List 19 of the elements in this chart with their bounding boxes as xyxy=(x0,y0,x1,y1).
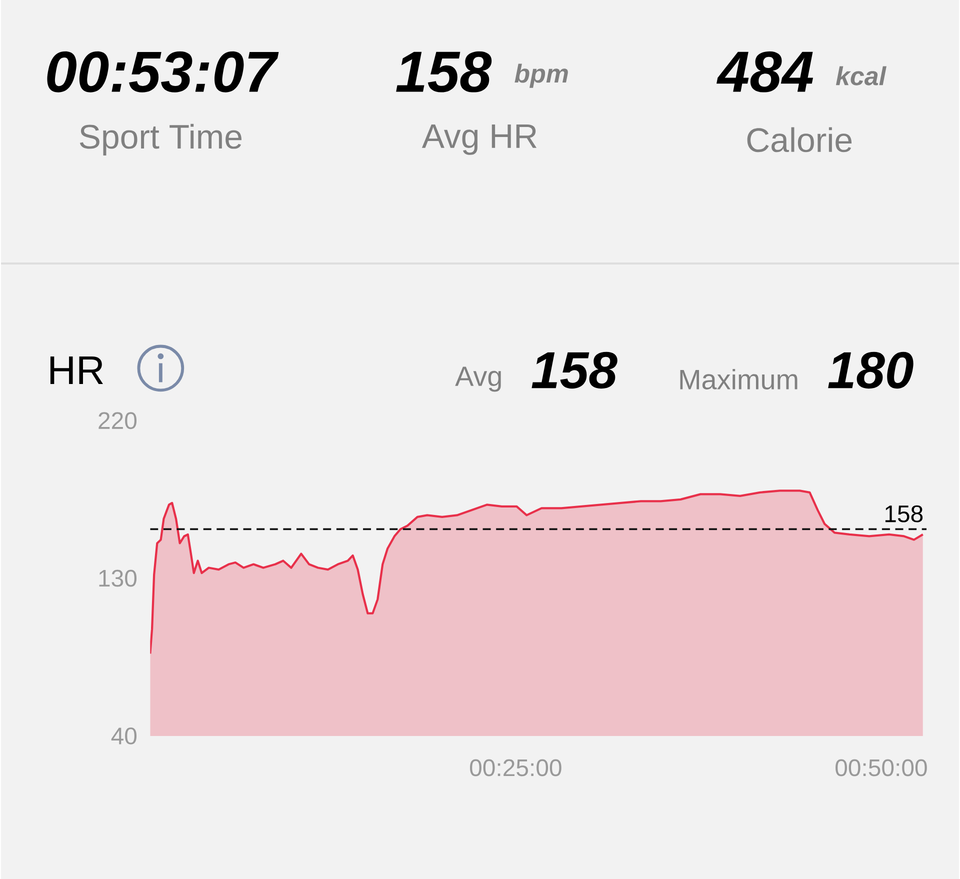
text: Avg xyxy=(455,366,501,392)
chart-title: HR xyxy=(50,356,103,384)
text: Maximum xyxy=(680,368,798,390)
x-tick-label: 00:50:00 xyxy=(836,759,927,776)
text: kcal xyxy=(836,66,886,86)
text: 00:53:07 xyxy=(47,51,279,92)
text: Calorie xyxy=(747,127,852,152)
y-tick-label: 220 xyxy=(98,412,137,429)
ref-line-label: 158 xyxy=(885,505,923,522)
text: 158 xyxy=(396,51,492,92)
x-tick-label: 00:25:00 xyxy=(470,759,562,776)
text: bpm xyxy=(514,64,568,88)
text: Avg HR xyxy=(422,124,537,155)
text: 158 xyxy=(532,352,618,388)
text: 180 xyxy=(828,352,914,389)
y-tick-label: 130 xyxy=(99,570,137,587)
text: 484 xyxy=(716,51,814,92)
y-tick-label: 40 xyxy=(111,727,137,744)
text: Sport Time xyxy=(80,124,242,156)
